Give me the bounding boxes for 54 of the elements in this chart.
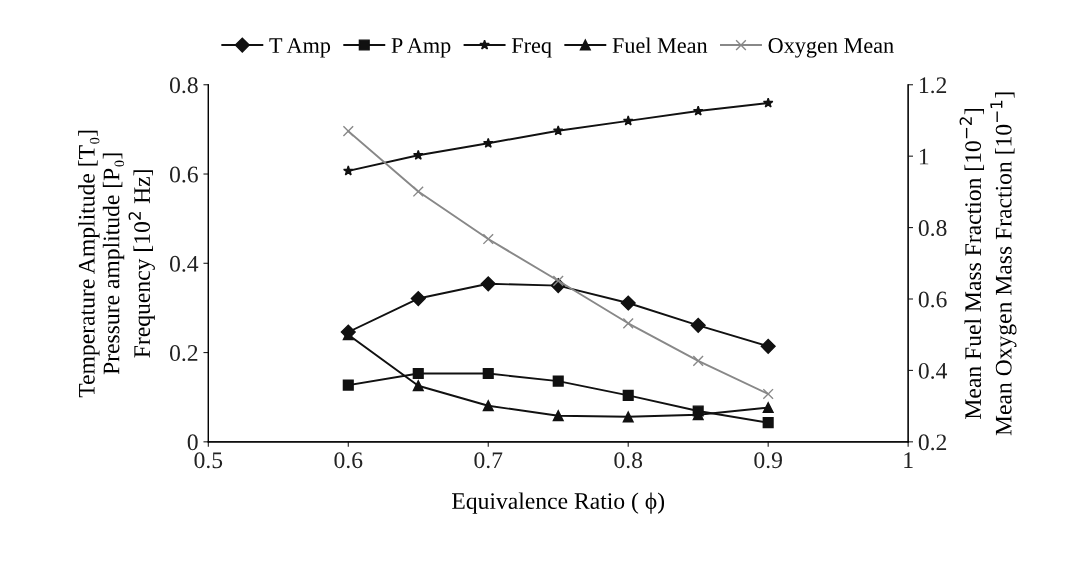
point (692, 355, 704, 367)
point (482, 400, 494, 412)
point (482, 367, 494, 380)
legend-label: P Amp (391, 38, 451, 58)
point (760, 338, 776, 354)
y2-tick-label: 0.4 (918, 362, 948, 379)
y-tick-label: 0.2 (169, 345, 198, 362)
point (480, 276, 496, 292)
x-axis-title: Equivalence Ratio ( ϕ) (452, 492, 665, 514)
y2-tick-label: 0.2 (918, 434, 947, 451)
legend-label: Freq (511, 38, 552, 58)
point (622, 317, 634, 329)
y-tick-label: 0.8 (169, 77, 198, 94)
point (692, 105, 704, 116)
point (410, 290, 426, 307)
y-tick-label: 0 (187, 434, 198, 451)
y2-axis-title: Mean Fuel Mass Fraction [10$^{−2}$] Mean Oxygen Mass Fraction [10$^{−1}$] (959, 92, 1017, 436)
point (412, 367, 424, 380)
y2-tick-label: 1.2 (919, 77, 947, 94)
legend-label: T Amp (269, 38, 331, 58)
point (482, 137, 494, 148)
point (620, 295, 636, 311)
x-tick-label: 1 (904, 452, 913, 468)
x-tick-label: 0.5 (194, 452, 223, 469)
y-tick-label: 0.6 (169, 166, 198, 183)
x-tick-label: 0.6 (334, 452, 363, 469)
x-tick-label: 0.7 (474, 452, 503, 469)
point (762, 97, 774, 108)
point (690, 317, 706, 333)
point (622, 115, 634, 126)
y2-tick-label: 1 (919, 148, 929, 165)
point (622, 411, 634, 423)
point (482, 233, 494, 245)
legend-label: Fuel Mean (612, 37, 708, 54)
point (762, 388, 774, 400)
legend-label: Oxygen Mean (768, 38, 894, 58)
point (552, 410, 564, 422)
y2-tick-label: 0.6 (918, 291, 947, 308)
point (342, 125, 354, 137)
point (412, 149, 424, 160)
x-tick-label: 0.9 (754, 452, 782, 469)
x-tick-label: 0.8 (614, 452, 643, 469)
point (342, 379, 354, 391)
point (622, 389, 634, 401)
point (552, 375, 564, 387)
point (342, 165, 354, 176)
point (762, 417, 774, 429)
y-tick-label: 0.4 (169, 255, 199, 272)
point (552, 125, 564, 136)
y-axis-title: Temperature Amplitude [T₀] Pressure amplitude [P₀] Frequency [10$^{2}$ Hz] (78, 130, 155, 398)
point (412, 380, 424, 392)
y2-tick-label: 0.8 (918, 220, 947, 237)
point (412, 185, 424, 198)
point (762, 401, 774, 414)
